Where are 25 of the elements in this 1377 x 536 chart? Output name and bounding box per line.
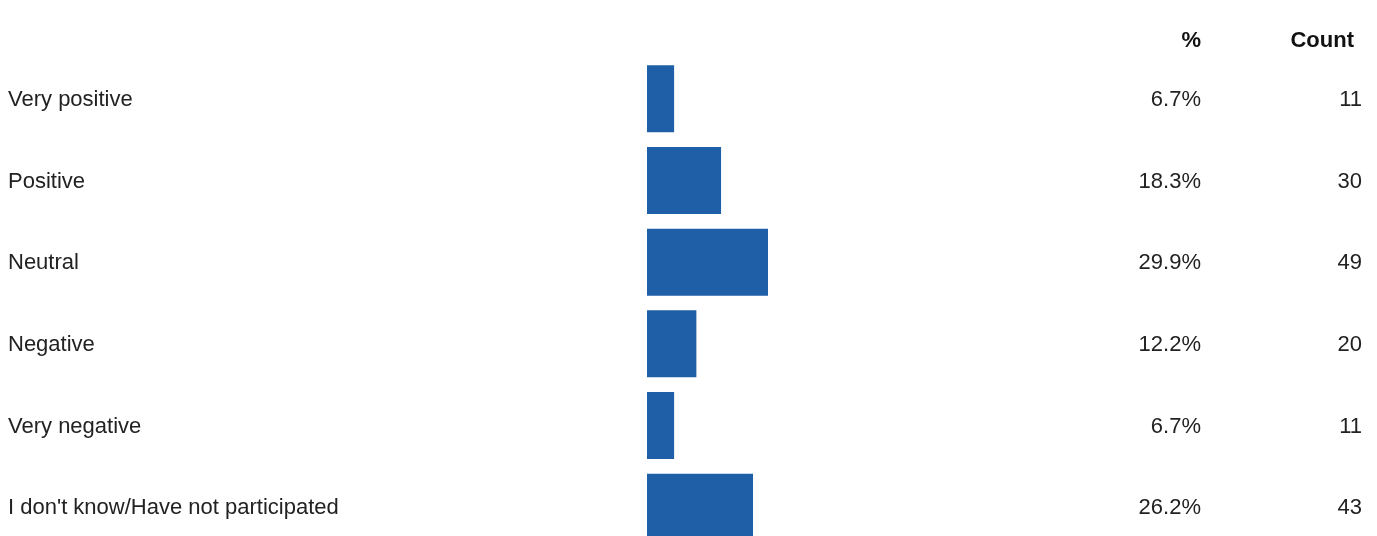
text: 30 [1337,167,1362,193]
data-label: 18.3% [1138,167,1201,193]
bar [647,392,675,459]
bar [647,147,722,214]
text: Count [1290,27,1355,52]
data-label: 26.2% [1138,494,1201,520]
y-tick-label: Neutral [8,249,79,275]
text: 11 [1339,85,1362,111]
text: 49 [1337,249,1362,275]
bar [647,228,768,296]
data-label: 12.2% [1138,330,1201,356]
y-tick-label: Negative [8,330,95,356]
y-tick-label: Very positive [8,85,133,111]
data-label: 6.7% [1150,85,1201,111]
text: 11 [1339,412,1362,438]
data-label: 6.7% [1150,412,1201,438]
bar [647,65,675,133]
text: 20 [1337,330,1362,356]
bar [647,310,697,378]
y-tick-label: Positive [8,167,86,193]
text: % [1181,27,1201,52]
y-tick-label: I don't know/Have not participated [8,494,339,520]
text: 43 [1337,494,1362,520]
y-tick-label: Very negative [8,412,142,438]
data-label: 29.9% [1138,249,1201,275]
